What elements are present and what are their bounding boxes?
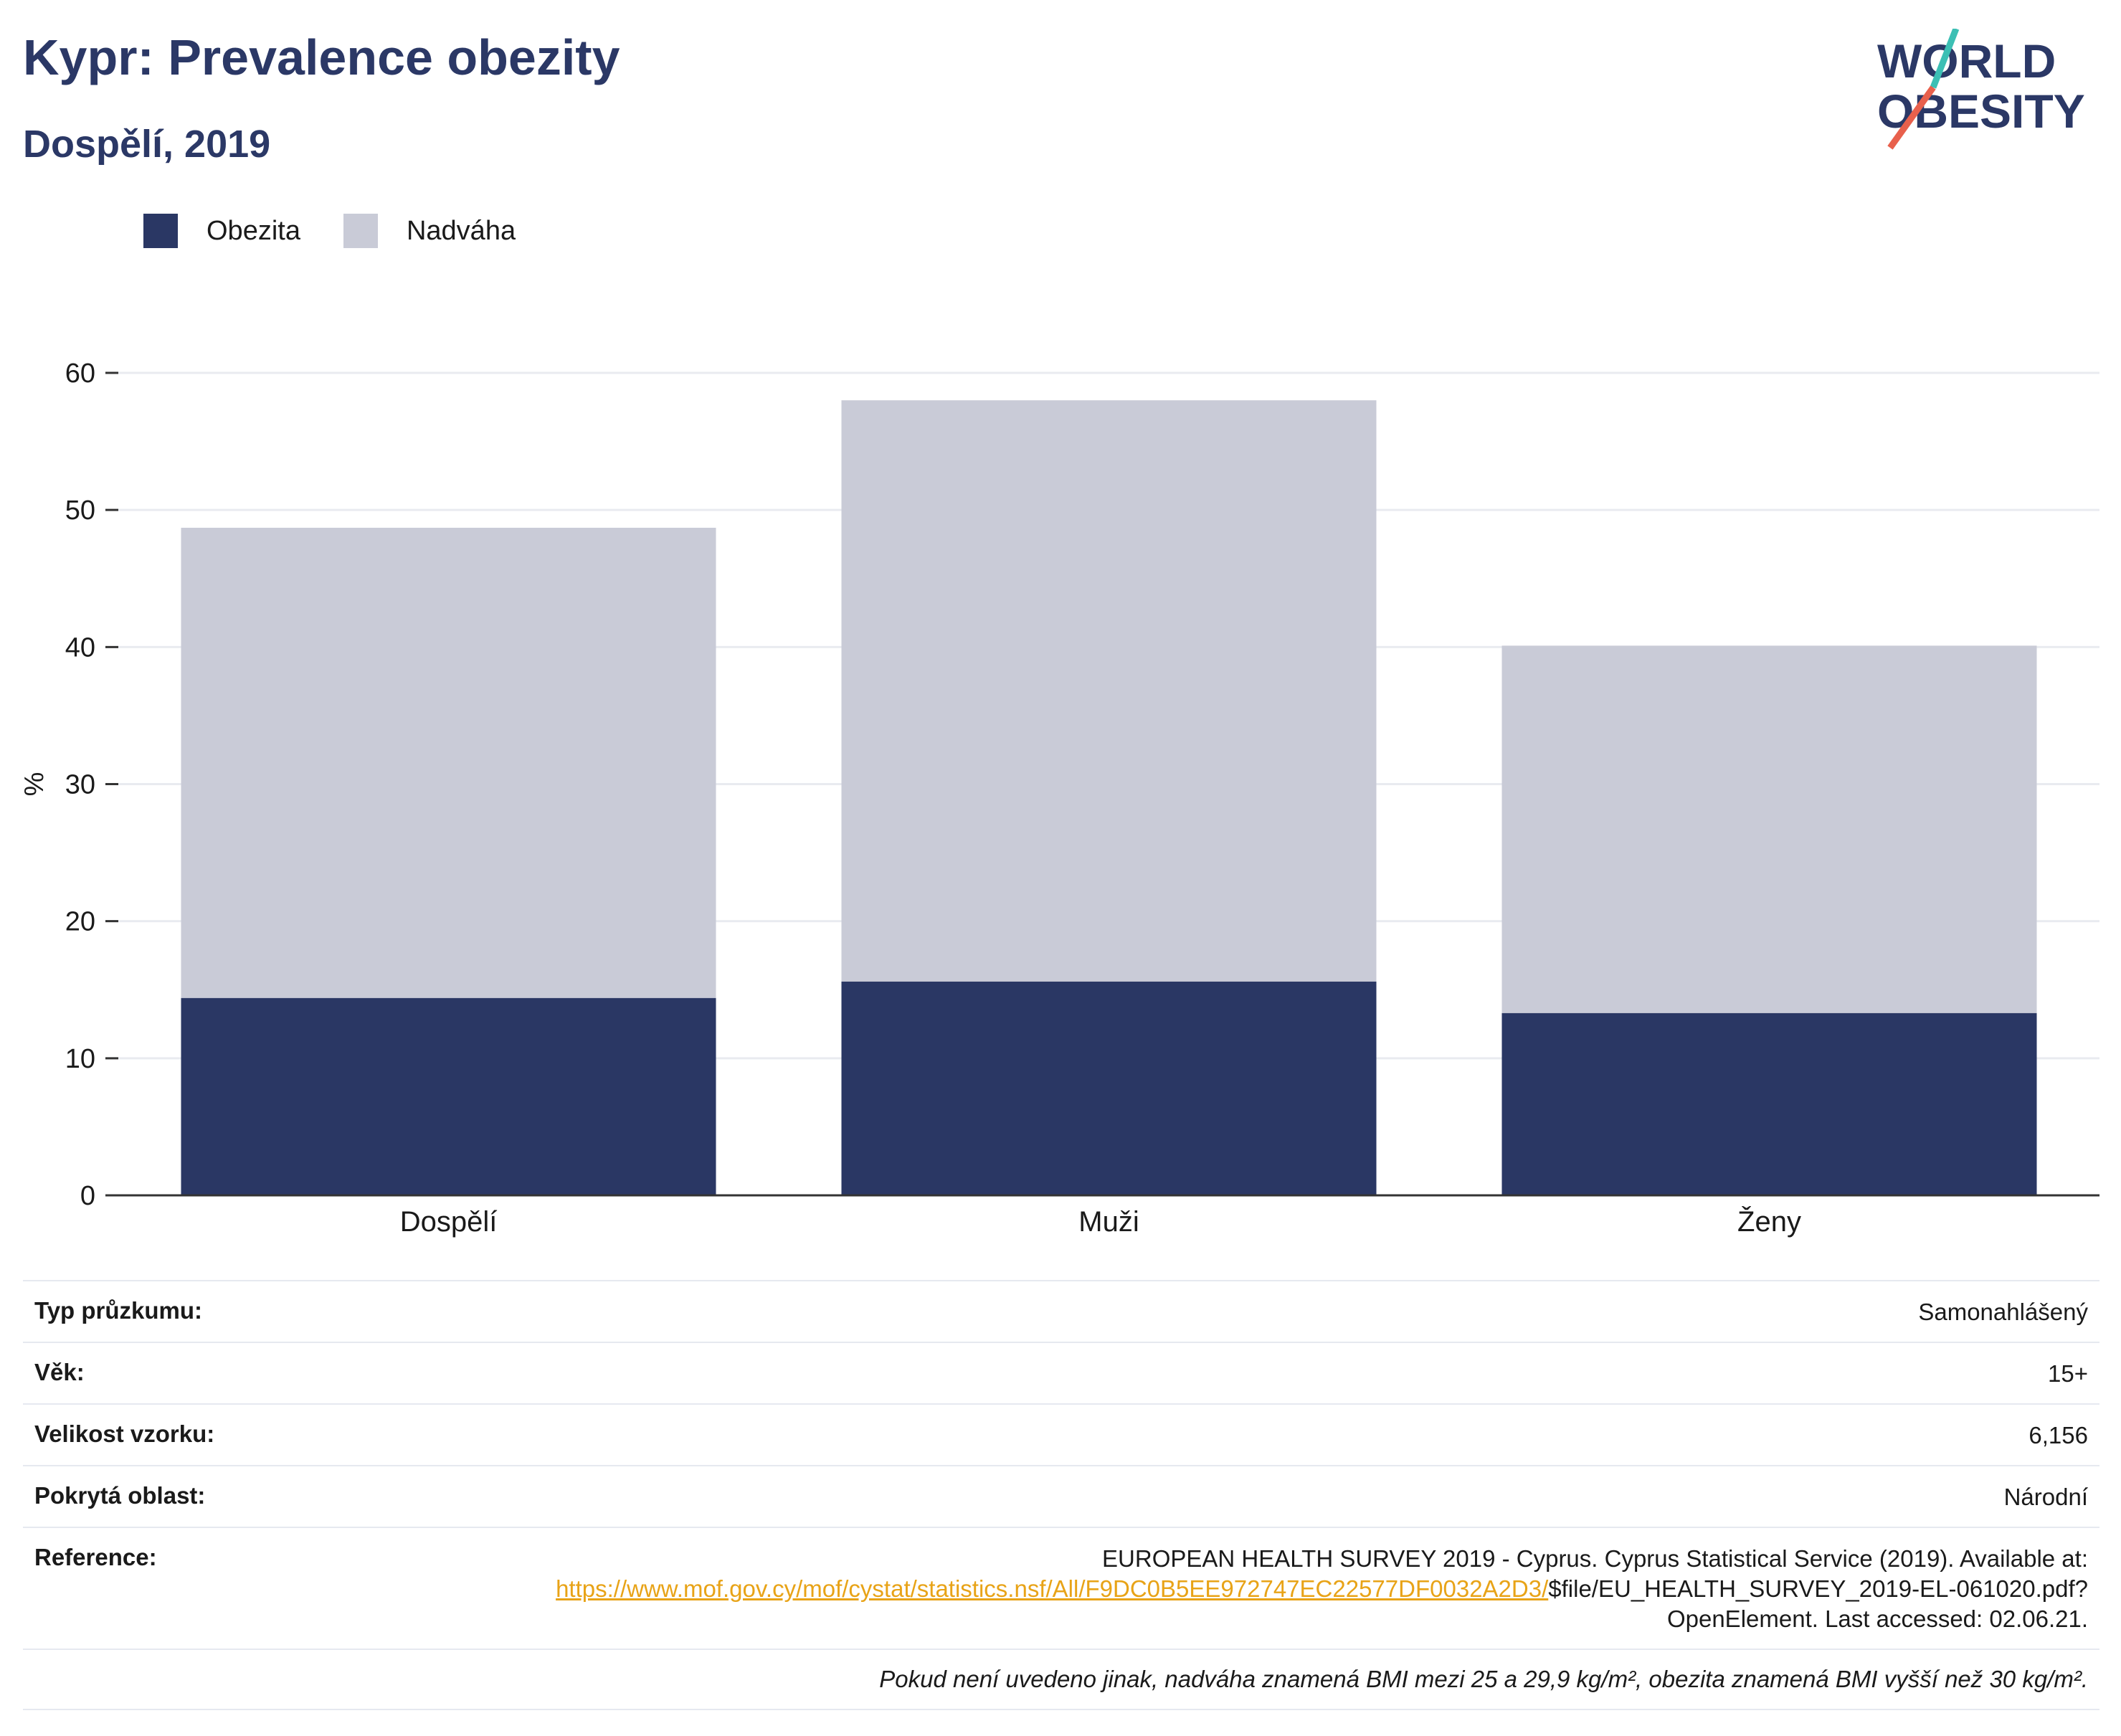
meta-row-coverage: Pokrytá oblast: Národní: [23, 1465, 2099, 1527]
reference-value: EUROPEAN HEALTH SURVEY 2019 - Cyprus. Cy…: [439, 1544, 2088, 1634]
meta-value: Samonahlášený: [1918, 1299, 2088, 1325]
meta-row-survey-type: Typ průzkumu: Samonahlášený: [23, 1280, 2099, 1342]
meta-key: Reference:: [34, 1544, 157, 1570]
reference-text: EUROPEAN HEALTH SURVEY 2019 - Cyprus. Cy…: [1102, 1545, 2088, 1572]
bar-nadvaha-1[interactable]: [841, 400, 1377, 982]
meta-row-age: Věk: 15+: [23, 1342, 2099, 1403]
y-tick-label: 0: [80, 1181, 95, 1211]
x-tick-label: Muži: [1078, 1206, 1139, 1238]
y-tick-label: 30: [65, 770, 95, 800]
y-tick-label: 10: [65, 1044, 95, 1074]
footnote: Pokud není uvedeno jinak, nadváha znamen…: [879, 1666, 2088, 1692]
bar-obezita-2[interactable]: [1501, 1012, 2037, 1195]
y-tick-label: 50: [65, 495, 95, 526]
chart-subtitle: Dospělí, 2019: [23, 123, 271, 166]
y-axis-label: %: [19, 772, 49, 797]
legend-item-nadvaha[interactable]: Nadváha: [343, 214, 516, 248]
meta-key: Velikost vzorku:: [34, 1420, 215, 1447]
x-tick-label: Ženy: [1737, 1205, 1801, 1238]
y-axis-ticks: 0 10 20 30 40 50 60: [65, 359, 118, 1211]
legend-item-obezita[interactable]: Obezita: [143, 214, 300, 248]
meta-value: Národní: [2003, 1484, 2088, 1510]
reference-text-after: $file/EU_HEALTH_SURVEY_2019-EL-061020.pd…: [1548, 1575, 2088, 1632]
meta-value: 6,156: [2029, 1422, 2088, 1448]
chart-title: Kypr: Prevalence obezity: [23, 29, 620, 85]
table-bottom-border: [23, 1709, 2099, 1710]
logo-slash-red: [1887, 85, 1936, 150]
y-tick-label: 40: [65, 632, 95, 663]
bar-obezita-1[interactable]: [841, 981, 1377, 1195]
legend-swatch-obezita: [143, 214, 178, 248]
bar-obezita-0[interactable]: [181, 997, 716, 1195]
x-axis-ticks: Dospělí Muži Ženy: [400, 1205, 1801, 1238]
y-tick-label: 60: [65, 359, 95, 389]
meta-key: Pokrytá oblast:: [34, 1482, 206, 1509]
bar-nadvaha-0[interactable]: [181, 528, 716, 998]
meta-row-reference: Reference: EUROPEAN HEALTH SURVEY 2019 -…: [23, 1527, 2099, 1649]
logo-line2: OBESITY: [1877, 85, 2085, 138]
y-tick-label: 20: [65, 907, 95, 937]
bars: [181, 400, 2037, 1195]
meta-row-sample-size: Velikost vzorku: 6,156: [23, 1403, 2099, 1465]
survey-info-table: Typ průzkumu: Samonahlášený Věk: 15+ Vel…: [23, 1280, 2099, 1710]
chart-legend: Obezita Nadváha: [143, 214, 559, 248]
bar-nadvaha-2[interactable]: [1501, 645, 2037, 1013]
x-tick-label: Dospělí: [400, 1206, 498, 1238]
reference-link[interactable]: https://www.mof.gov.cy/mof/cystat/statis…: [556, 1575, 1549, 1602]
meta-key: Věk:: [34, 1359, 85, 1385]
logo-line1: WORLD: [1877, 34, 2056, 87]
logo-slash-teal: [1930, 29, 1960, 89]
legend-label-nadvaha: Nadváha: [406, 215, 516, 246]
world-obesity-logo: WORLD OBESITY: [1877, 29, 2085, 150]
meta-value: 15+: [2048, 1360, 2088, 1387]
legend-swatch-nadvaha: [343, 214, 378, 248]
legend-label-obezita: Obezita: [207, 215, 300, 246]
bar-chart: 0 10 20 30 40 50 60 Dospělí Muži Ženy %: [19, 359, 2099, 1238]
meta-footnote-row: Pokud není uvedeno jinak, nadváha znamen…: [23, 1649, 2099, 1709]
meta-key: Typ průzkumu:: [34, 1297, 203, 1324]
